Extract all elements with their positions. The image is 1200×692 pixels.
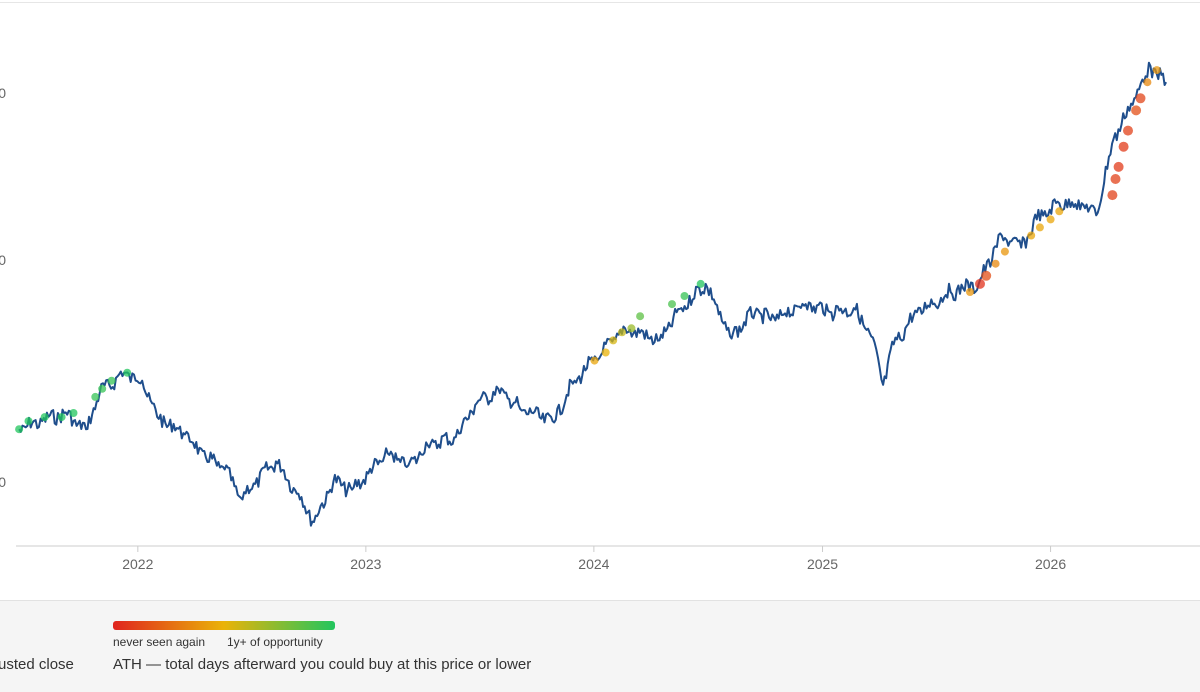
markers-legend-label: ATH — total days afterward you could buy…	[113, 656, 532, 673]
ath-marker	[1135, 93, 1146, 104]
y-axis: 0 0 0	[0, 85, 6, 490]
ath-marker	[975, 278, 985, 289]
ath-marker	[123, 368, 132, 377]
ath-marker	[91, 392, 100, 401]
chart-svg: 2022 2023 2024 2025 2026 0 0 0	[0, 61, 1200, 572]
ath-marker	[966, 288, 974, 296]
gradient-low-label: never seen again	[113, 635, 206, 649]
y-tick-label: 0	[0, 252, 6, 268]
legend-panel: never seen again 1y+ of opportunity uste…	[0, 600, 1200, 692]
ath-marker	[1035, 223, 1044, 232]
ath-marker	[24, 417, 33, 426]
gradient-high-label: 1y+ of opportunity	[227, 635, 323, 649]
ath-marker	[680, 292, 689, 300]
ath-markers-layer	[15, 66, 1161, 434]
ath-marker	[15, 425, 24, 434]
x-tick-label: 2024	[578, 556, 609, 572]
y-tick-label: 0	[0, 474, 6, 490]
ath-marker	[627, 324, 636, 333]
ath-marker	[107, 376, 116, 385]
ath-marker	[696, 279, 705, 288]
x-tick-label: 2022	[122, 556, 153, 572]
ath-marker	[1152, 66, 1161, 75]
ath-marker	[601, 348, 610, 357]
ath-marker	[1027, 231, 1036, 240]
ath-marker	[1113, 161, 1124, 172]
x-tick-label: 2026	[1035, 556, 1066, 572]
ath-marker	[668, 300, 676, 309]
ath-marker	[991, 259, 1000, 268]
ath-marker	[98, 384, 107, 393]
ath-marker	[40, 413, 49, 422]
ath-marker	[636, 312, 645, 321]
price-line-layer	[18, 61, 1167, 527]
ath-marker	[69, 409, 78, 417]
price-line	[18, 61, 1167, 527]
x-tick-label: 2023	[350, 556, 381, 572]
ath-marker	[609, 336, 618, 345]
ath-marker	[1131, 105, 1142, 116]
ath-marker	[1143, 78, 1152, 87]
color-scale-gradient	[113, 621, 335, 630]
ath-marker	[981, 270, 992, 281]
x-tick-label: 2025	[807, 556, 838, 572]
ath-marker	[590, 356, 599, 365]
ath-marker	[1046, 215, 1055, 224]
y-tick-label: 0	[0, 85, 6, 101]
ath-marker	[1118, 141, 1129, 152]
ath-marker	[1000, 247, 1009, 256]
top-divider	[0, 2, 1200, 3]
ath-marker	[57, 413, 66, 422]
ath-marker	[1110, 174, 1121, 184]
ath-marker	[1123, 125, 1133, 136]
series-legend-label: usted close	[0, 656, 74, 673]
ath-marker	[1107, 190, 1118, 201]
ath-marker	[618, 328, 626, 337]
x-axis: 2022 2023 2024 2025 2026	[16, 545, 1200, 572]
price-chart: 2022 2023 2024 2025 2026 0 0 0	[0, 61, 1200, 572]
ath-marker	[1055, 207, 1064, 216]
